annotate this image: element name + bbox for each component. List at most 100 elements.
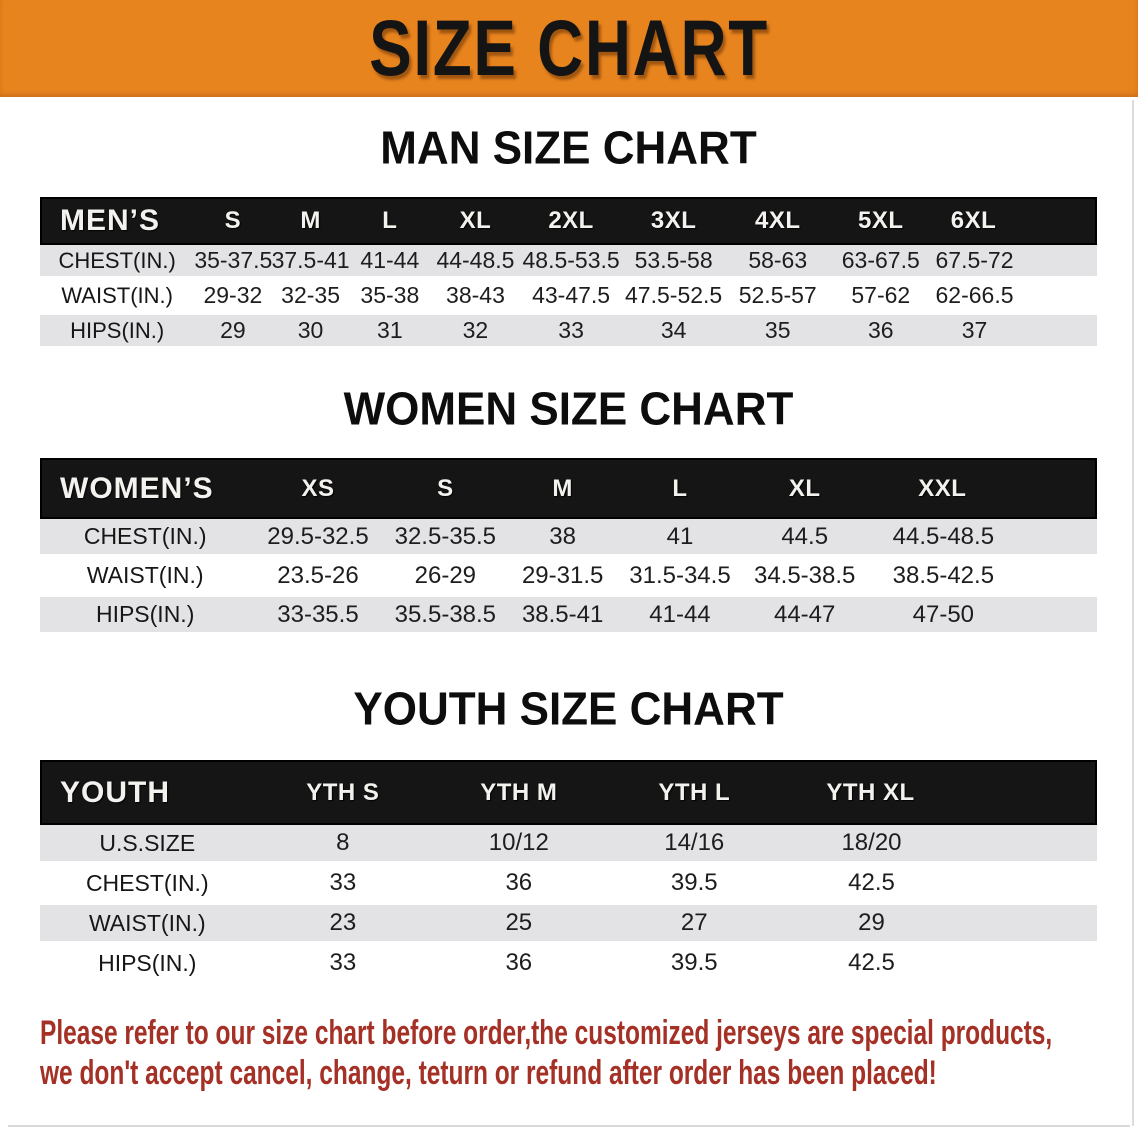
size-value-cell: 48.5-53.5 xyxy=(520,245,622,280)
size-column-header: M xyxy=(505,458,621,519)
measurement-row-label: CHEST(IN.) xyxy=(40,865,255,905)
size-column-header: M xyxy=(271,197,350,245)
size-value-cell: 62-66.5 xyxy=(932,280,1097,315)
women-section-title: WOMEN SIZE CHART xyxy=(343,383,794,436)
size-column-header: XL xyxy=(739,458,870,519)
size-column-header: YTH S xyxy=(254,760,432,825)
table-group-label: MEN’S xyxy=(40,197,195,245)
size-value-cell: 34 xyxy=(621,315,726,350)
size-value-cell: 25 xyxy=(431,905,607,945)
size-value-cell: 42.5 xyxy=(781,945,1097,985)
size-column-header: 6XL xyxy=(932,197,1097,245)
scan-edge-right xyxy=(1132,100,1134,1126)
size-value-cell: 31.5-34.5 xyxy=(620,558,740,597)
size-value-cell: 29.5-32.5 xyxy=(250,519,386,558)
size-value-cell: 8 xyxy=(254,825,432,865)
size-value-cell: 10/12 xyxy=(431,825,607,865)
measurement-row: HIPS(IN.) 29 30 31 32 33 34 35 36 37 xyxy=(40,315,1097,350)
measurement-row-label: CHEST(IN.) xyxy=(40,245,195,280)
measurement-row-label: WAIST(IN.) xyxy=(40,280,195,315)
size-column-header: 5XL xyxy=(829,197,933,245)
measurement-row: WAIST(IN.) 29-32 32-35 35-38 38-43 43-47.5 47.… xyxy=(40,280,1097,315)
size-value-cell: 63-67.5 xyxy=(829,245,933,280)
size-value-cell: 33 xyxy=(520,315,622,350)
size-column-header: S xyxy=(385,458,506,519)
size-value-cell: 39.5 xyxy=(606,865,782,905)
measurement-row: WAIST(IN.) 23 25 27 29 xyxy=(40,905,1097,945)
scan-edge-bottom xyxy=(8,1125,1130,1127)
measurement-row-label: HIPS(IN.) xyxy=(40,945,255,985)
measurement-row-label: HIPS(IN.) xyxy=(40,597,251,636)
size-table-header-row: MEN’S S M L XL 2XL 3XL 4XL 5XL 6XL xyxy=(40,197,1097,245)
measurement-row: HIPS(IN.) 33 36 39.5 42.5 xyxy=(40,945,1097,985)
size-column-header: YTH M xyxy=(431,760,607,825)
size-value-cell: 36 xyxy=(431,945,607,985)
size-column-header: S xyxy=(194,197,272,245)
measurement-row-label: HIPS(IN.) xyxy=(40,315,195,350)
size-value-cell: 18/20 xyxy=(781,825,1097,865)
youth-section-title: YOUTH SIZE CHART xyxy=(353,683,784,736)
size-value-cell: 52.5-57 xyxy=(725,280,830,315)
size-value-cell: 23 xyxy=(254,905,432,945)
size-value-cell: 27 xyxy=(606,905,782,945)
size-value-cell: 57-62 xyxy=(829,280,933,315)
banner: SIZE CHART xyxy=(0,0,1138,97)
size-table-header-row: WOMEN’S XS S M L XL XXL xyxy=(40,458,1097,519)
measurement-row: CHEST(IN.) 29.5-32.5 32.5-35.5 38 41 44.5 44.5… xyxy=(40,519,1097,558)
size-value-cell: 33 xyxy=(254,865,432,905)
table-group-label: YOUTH xyxy=(40,760,255,825)
size-value-cell: 47-50 xyxy=(869,597,1097,636)
size-column-header: 2XL xyxy=(520,197,622,245)
content: MAN SIZE CHART MEN’S S M L XL 2XL 3XL 4XL 5XL 6XL… xyxy=(0,122,1138,1093)
size-column-header: 3XL xyxy=(621,197,726,245)
size-value-cell: 38.5-42.5 xyxy=(869,558,1097,597)
measurement-row: U.S.SIZE 8 10/12 14/16 18/20 xyxy=(40,825,1097,865)
size-value-cell: 42.5 xyxy=(781,865,1097,905)
size-value-cell: 35-38 xyxy=(349,280,430,315)
size-column-header: YTH L xyxy=(606,760,782,825)
size-value-cell: 41 xyxy=(620,519,740,558)
disclaimer-line-2: we don't accept cancel, change, teturn o… xyxy=(40,1054,937,1092)
size-value-cell: 33-35.5 xyxy=(250,597,386,636)
size-value-cell: 29-32 xyxy=(194,280,272,315)
measurement-row-label: U.S.SIZE xyxy=(40,825,255,865)
size-value-cell: 23.5-26 xyxy=(250,558,386,597)
youth-size-table: YOUTH YTH S YTH M YTH L YTH XL U.S.SIZE 8 10/12… xyxy=(40,760,1097,985)
size-value-cell: 37 xyxy=(932,315,1097,350)
size-value-cell: 32-35 xyxy=(271,280,350,315)
size-column-header: XXL xyxy=(869,458,1097,519)
size-value-cell: 44-47 xyxy=(739,597,870,636)
size-value-cell: 37.5-41 xyxy=(271,245,350,280)
measurement-row: WAIST(IN.) 23.5-26 26-29 29-31.5 31.5-34.5 34… xyxy=(40,558,1097,597)
size-value-cell: 34.5-38.5 xyxy=(739,558,870,597)
size-value-cell: 30 xyxy=(271,315,350,350)
size-value-cell: 32.5-35.5 xyxy=(385,519,506,558)
size-column-header: XL xyxy=(430,197,521,245)
size-column-header: YTH XL xyxy=(781,760,1097,825)
size-value-cell: 38 xyxy=(505,519,621,558)
section-men: MAN SIZE CHART MEN’S S M L XL 2XL 3XL 4XL 5XL 6XL… xyxy=(40,122,1097,350)
size-column-header: L xyxy=(349,197,430,245)
measurement-row-label: WAIST(IN.) xyxy=(40,905,255,945)
women-size-table: WOMEN’S XS S M L XL XXL CHEST(IN.) 29.5-32.5 32.5… xyxy=(40,458,1097,636)
size-column-header: L xyxy=(620,458,740,519)
size-value-cell: 53.5-58 xyxy=(621,245,726,280)
size-value-cell: 35 xyxy=(725,315,830,350)
size-value-cell: 47.5-52.5 xyxy=(621,280,726,315)
table-group-label: WOMEN’S xyxy=(40,458,251,519)
men-section-title: MAN SIZE CHART xyxy=(380,122,757,175)
size-value-cell: 14/16 xyxy=(606,825,782,865)
size-value-cell: 33 xyxy=(254,945,432,985)
size-value-cell: 44.5 xyxy=(739,519,870,558)
measurement-row-label: CHEST(IN.) xyxy=(40,519,251,558)
measurement-row: CHEST(IN.) 33 36 39.5 42.5 xyxy=(40,865,1097,905)
size-column-header: XS xyxy=(250,458,386,519)
measurement-row: HIPS(IN.) 33-35.5 35.5-38.5 38.5-41 41-44 44-… xyxy=(40,597,1097,636)
size-value-cell: 44.5-48.5 xyxy=(869,519,1097,558)
banner-title: SIZE CHART xyxy=(369,3,769,93)
size-column-header: 4XL xyxy=(725,197,830,245)
size-value-cell: 67.5-72 xyxy=(932,245,1097,280)
size-value-cell: 41-44 xyxy=(620,597,740,636)
section-women: WOMEN SIZE CHART WOMEN’S XS S M L XL XXL CHEST(… xyxy=(40,383,1097,636)
size-table-header-row: YOUTH YTH S YTH M YTH L YTH XL xyxy=(40,760,1097,825)
